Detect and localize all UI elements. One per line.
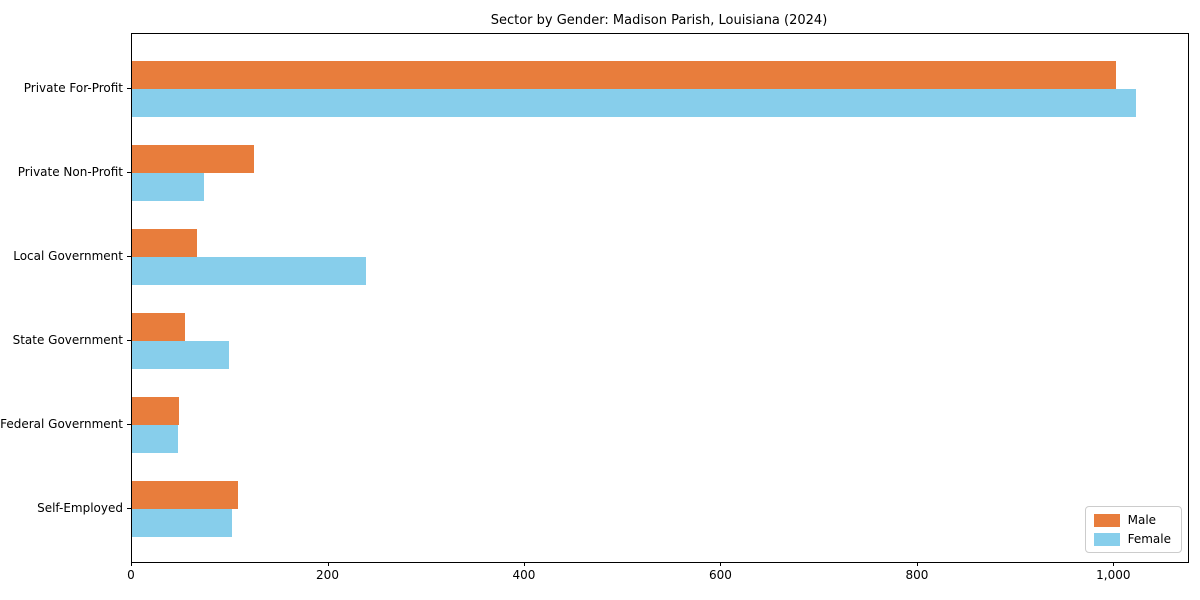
bar-male-state-government [132, 313, 185, 341]
legend-item-male: Male [1093, 513, 1171, 527]
y-tick-mark-self-employed [127, 508, 131, 509]
bar-female-federal-government [132, 425, 179, 453]
legend-item-female: Female [1093, 532, 1171, 546]
bar-male-self-employed [132, 481, 239, 509]
legend-swatch-female [1093, 532, 1120, 546]
bar-female-private-non-profit [132, 173, 204, 201]
y-tick-mark-private-for-profit [127, 88, 131, 89]
x-axis-label-400: 400 [512, 568, 536, 582]
y-tick-mark-state-government [127, 340, 131, 341]
bar-female-self-employed [132, 509, 233, 537]
y-axis-label-federal-government: Federal Government [0, 417, 123, 431]
y-tick-mark-private-non-profit [127, 172, 131, 173]
legend: Male Female [1084, 506, 1182, 553]
x-tick-mark-800 [916, 562, 918, 566]
x-tick-mark-600 [720, 562, 722, 566]
y-axis-label-self-employed: Self-Employed [37, 501, 123, 515]
bar-male-private-non-profit [132, 145, 254, 173]
bar-male-private-for-profit [132, 61, 1117, 89]
bar-male-federal-government [132, 397, 180, 425]
x-axis-label-600: 600 [708, 568, 732, 582]
x-axis-label-800: 800 [905, 568, 929, 582]
legend-label-female: Female [1127, 532, 1171, 546]
bar-male-local-government [132, 229, 197, 257]
x-axis-label-0: 0 [127, 568, 135, 582]
bar-female-state-government [132, 341, 230, 369]
plot-area: Male Female [131, 33, 1189, 563]
chart-title: Sector by Gender: Madison Parish, Louisi… [490, 13, 828, 28]
y-axis-label-private-non-profit: Private Non-Profit [17, 165, 123, 179]
y-tick-mark-local-government [127, 256, 131, 257]
bar-female-local-government [132, 257, 366, 285]
legend-swatch-male [1093, 513, 1120, 527]
legend-label-male: Male [1127, 513, 1157, 527]
bar-female-private-for-profit [132, 89, 1136, 117]
x-tick-mark-200 [327, 562, 329, 566]
y-tick-mark-federal-government [127, 424, 131, 425]
y-axis-label-local-government: Local Government [13, 249, 123, 263]
y-axis-label-private-for-profit: Private For-Profit [23, 81, 123, 95]
y-axis-label-state-government: State Government [12, 333, 123, 347]
x-tick-mark-0 [131, 562, 132, 566]
x-axis-label-200: 200 [316, 568, 339, 582]
x-tick-mark-400 [523, 562, 525, 566]
x-axis-label-1,000: 1,000 [1096, 568, 1131, 582]
x-tick-mark-1,000 [1113, 562, 1115, 566]
